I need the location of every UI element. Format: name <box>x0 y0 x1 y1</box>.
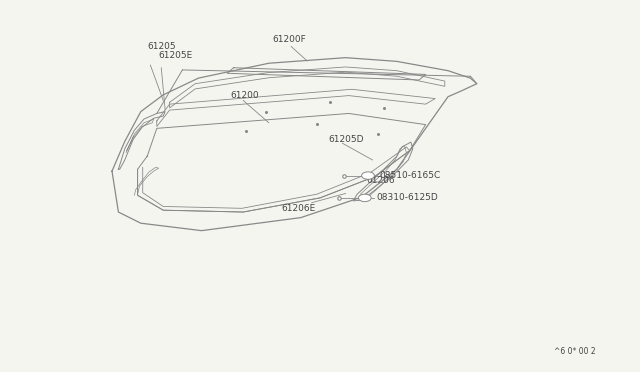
Circle shape <box>358 194 371 202</box>
Text: 08510-6165C: 08510-6165C <box>380 171 441 180</box>
Circle shape <box>362 172 374 179</box>
Text: 61205: 61205 <box>147 42 176 51</box>
Text: 61200: 61200 <box>230 92 259 100</box>
Text: 61206: 61206 <box>367 176 396 185</box>
Text: S: S <box>363 195 367 201</box>
Text: 61205D: 61205D <box>328 135 364 144</box>
Text: ^6 0* 00 2: ^6 0* 00 2 <box>554 347 595 356</box>
Text: 61200F: 61200F <box>272 35 306 44</box>
Text: 61206E: 61206E <box>282 204 316 213</box>
Text: 61205E: 61205E <box>159 51 193 60</box>
Text: S: S <box>366 173 370 178</box>
Text: 08310-6125D: 08310-6125D <box>376 193 438 202</box>
